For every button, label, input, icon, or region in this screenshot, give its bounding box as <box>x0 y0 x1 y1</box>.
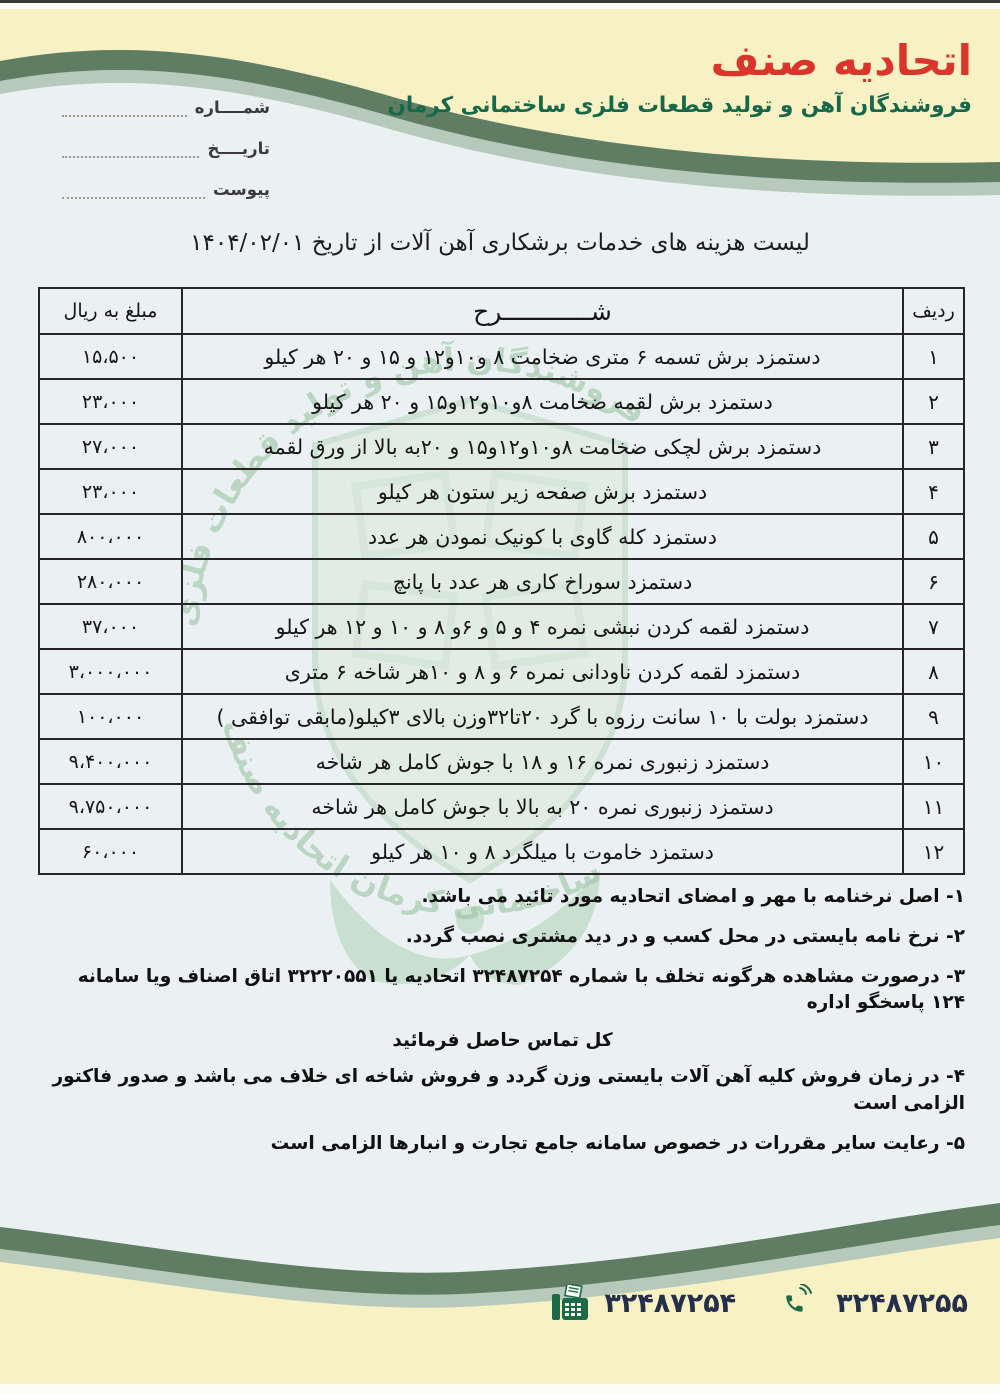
attachment-field: پیوست <box>62 180 270 199</box>
notes-section: ۱- اصل نرخنامه با مهر و امضای اتحادیه مو… <box>40 884 966 1171</box>
row-amount-cell: ۱۰۰،۰۰۰ <box>38 693 183 740</box>
row-amount-cell: ۲۳،۰۰۰ <box>38 468 183 515</box>
phone-number: ۳۲۴۸۷۲۵۵ <box>836 1287 968 1319</box>
bottom-wave <box>0 1203 1000 1394</box>
table-row: ۸ دستمزد لقمه کردن ناودانی نمره ۶ و ۸ و ۱… <box>38 648 965 695</box>
fax-contact: ۳۲۴۸۷۲۵۴ <box>550 1284 736 1322</box>
row-number-cell: ۶ <box>902 558 965 605</box>
row-description-cell: دستمزد لقمه کردن نبشی نمره ۴ و ۵ و ۶و ۸ … <box>181 603 904 650</box>
price-table: ردیف شــــــــــــرح مبلغ به ریال ۱ دستمز… <box>38 287 965 875</box>
table-row: ۷ دستمزد لقمه کردن نبشی نمره ۴ و ۵ و ۶و ۸… <box>38 603 965 650</box>
document-title: لیست هزینه های خدمات برشکاری آهن آلات از… <box>190 230 810 256</box>
row-description-cell: دستمزد بولت با ۱۰ سانت رزوه با گرد ۲۰تا۳… <box>181 693 904 740</box>
row-number-cell: ۷ <box>902 603 965 650</box>
table-row: ۶ دستمزد سوراخ کاری هر عدد با پانچ ۲۸۰،۰۰۰ <box>38 558 965 605</box>
row-description-cell: دستمزد برش لقمه ضخامت ۸و۱۰و۱۲و۱۵ و ۲۰ هر… <box>181 378 904 425</box>
table-header-row: ردیف شــــــــــــرح مبلغ به ریال <box>38 287 965 335</box>
fax-icon <box>550 1284 590 1322</box>
date-label: تاریــــخ <box>207 139 270 158</box>
note-line: ۳- درصورت مشاهده هرگونه تخلف با شماره ۳۲… <box>77 965 965 1014</box>
number-field: شمــــاره <box>62 98 270 117</box>
phone-contact: ۳۲۴۸۷۲۵۵ <box>782 1284 968 1322</box>
note-continuation-line: کل تماس حاصل فرمائید <box>392 1030 613 1052</box>
row-description-cell: دستمزد برش صفحه زیر ستون هر کیلو <box>181 468 904 515</box>
row-number-cell: ۳ <box>902 423 965 470</box>
row-number-cell: ۴ <box>902 468 965 515</box>
row-description-cell: دستمزد برش لچکی ضخامت ۸و۱۰و۱۲و۱۵ و ۲۰به … <box>181 423 904 470</box>
price-table-body: ۱ دستمزد برش تسمه ۶ متری ضخامت ۸ و۱۰و۱۲ و… <box>38 333 965 875</box>
note-line: ۴- در زمان فروش کلیه آهن آلات بایستی وزن… <box>52 1066 966 1115</box>
row-amount-cell: ۸۰۰،۰۰۰ <box>38 513 183 560</box>
row-number-cell: ۱۲ <box>902 828 965 875</box>
footer-contacts: ۳۲۴۸۷۲۵۴ ۳۲۴۸۷۲۵۵ <box>550 1284 968 1322</box>
table-row: ۵ دستمزد کله گاوی با کونیک نمودن هر عدد ۸۰… <box>38 513 965 560</box>
number-label: شمــــاره <box>194 98 270 117</box>
row-amount-cell: ۲۸۰،۰۰۰ <box>38 558 183 605</box>
note-line: ۲- نرخ نامه بایستی در محل کسب و در دید م… <box>405 925 965 947</box>
column-header-row-number: ردیف <box>902 287 965 335</box>
row-number-cell: ۵ <box>902 513 965 560</box>
page-margin-bottom <box>0 1384 1000 1394</box>
row-description-cell: دستمزد لقمه کردن ناودانی نمره ۶ و ۸ و ۱۰… <box>181 648 904 695</box>
row-amount-cell: ۳،۰۰۰،۰۰۰ <box>38 648 183 695</box>
row-amount-cell: ۹،۴۰۰،۰۰۰ <box>38 738 183 785</box>
row-description-cell: دستمزد برش تسمه ۶ متری ضخامت ۸ و۱۰و۱۲ و … <box>181 333 904 380</box>
scan-edge-line <box>0 0 1000 3</box>
table-row: ۴ دستمزد برش صفحه زیر ستون هر کیلو ۲۳،۰۰۰ <box>38 468 965 515</box>
date-blank-line <box>62 143 200 158</box>
top-wave <box>0 9 1000 196</box>
fax-number: ۳۲۴۸۷۲۵۴ <box>604 1287 737 1319</box>
row-amount-cell: ۶۰،۰۰۰ <box>38 828 183 875</box>
row-number-cell: ۲ <box>902 378 965 425</box>
row-number-cell: ۸ <box>902 648 965 695</box>
row-number-cell: ۱ <box>902 333 965 380</box>
page-margin-top <box>0 3 1000 9</box>
row-amount-cell: ۱۵،۵۰۰ <box>38 333 183 380</box>
table-row: ۳ دستمزد برش لچکی ضخامت ۸و۱۰و۱۲و۱۵ و ۲۰به… <box>38 423 965 470</box>
table-row: ۹ دستمزد بولت با ۱۰ سانت رزوه با گرد ۲۰تا… <box>38 693 965 740</box>
row-description-cell: دستمزد سوراخ کاری هر عدد با پانچ <box>181 558 904 605</box>
row-number-cell: ۱۱ <box>902 783 965 830</box>
org-subtitle: فروشندگان آهن و تولید قطعات فلزی ساختمان… <box>387 93 972 118</box>
note-line: ۱- اصل نرخنامه با مهر و امضای اتحادیه مو… <box>421 886 965 907</box>
row-description-cell: دستمزد خاموت با میلگرد ۸ و ۱۰ هر کیلو <box>181 828 904 875</box>
phone-icon <box>782 1284 822 1322</box>
attachment-label: پیوست <box>213 180 270 199</box>
row-number-cell: ۹ <box>902 693 965 740</box>
column-header-amount: مبلغ به ریال <box>38 287 183 335</box>
row-amount-cell: ۳۷،۰۰۰ <box>38 603 183 650</box>
row-description-cell: دستمزد زنبوری نمره ۲۰ به بالا با جوش کام… <box>181 783 904 830</box>
date-field: تاریــــخ <box>62 139 270 158</box>
table-row: ۱ دستمزد برش تسمه ۶ متری ضخامت ۸ و۱۰و۱۲ و… <box>38 333 965 380</box>
meta-fields: شمــــاره تاریــــخ پیوست <box>62 98 270 221</box>
row-description-cell: دستمزد زنبوری نمره ۱۶ و ۱۸ با جوش کامل ه… <box>181 738 904 785</box>
letterhead-header: اتحادیه صنف فروشندگان آهن و تولید قطعات … <box>388 36 972 118</box>
row-number-cell: ۱۰ <box>902 738 965 785</box>
table-row: ۱۲ دستمزد خاموت با میلگرد ۸ و ۱۰ هر کیلو ۶… <box>38 828 965 875</box>
table-row: ۱۱ دستمزد زنبوری نمره ۲۰ به بالا با جوش ک… <box>38 783 965 830</box>
row-amount-cell: ۲۷،۰۰۰ <box>38 423 183 470</box>
row-description-cell: دستمزد کله گاوی با کونیک نمودن هر عدد <box>181 513 904 560</box>
row-amount-cell: ۹،۷۵۰،۰۰۰ <box>38 783 183 830</box>
table-row: ۱۰ دستمزد زنبوری نمره ۱۶ و ۱۸ با جوش کامل… <box>38 738 965 785</box>
number-blank-line <box>62 102 187 117</box>
table-row: ۲ دستمزد برش لقمه ضخامت ۸و۱۰و۱۲و۱۵ و ۲۰ ه… <box>38 378 965 425</box>
row-amount-cell: ۲۳،۰۰۰ <box>38 378 183 425</box>
note-line: ۵- رعایت سایر مقررات در خصوص سامانه جامع… <box>270 1132 965 1154</box>
column-header-description: شــــــــــــرح <box>181 287 904 335</box>
attachment-blank-line <box>62 184 206 199</box>
org-title: اتحادیه صنف <box>710 36 972 85</box>
